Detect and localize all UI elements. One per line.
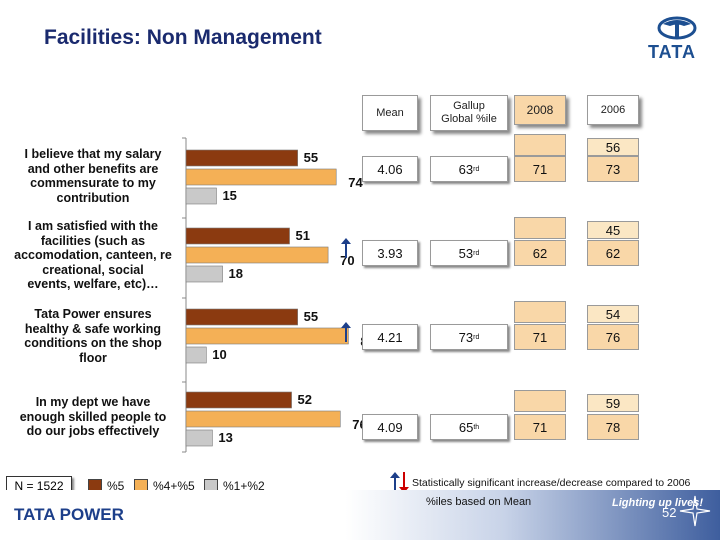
header-2008: 2008	[514, 95, 566, 125]
bar-pct5	[185, 308, 298, 326]
question-line: conditions on the shop	[24, 336, 162, 350]
question-line: floor	[79, 350, 107, 365]
y2008-cell: 71	[514, 414, 566, 440]
question-line: accomodation, canteen, re	[14, 248, 172, 262]
bar-pct12	[185, 187, 217, 205]
y2006-pct5-cell: 54	[587, 305, 639, 323]
mean-cell: 4.06	[362, 156, 418, 182]
percentile-suffix: rd	[473, 249, 480, 257]
bar-value-label: 55	[303, 150, 319, 165]
header-2006: 2006	[587, 95, 639, 125]
y2006-cell: 73	[587, 156, 639, 182]
percentile-suffix: rd	[473, 333, 480, 341]
bar-value-label: 18	[228, 266, 243, 281]
tata-power-logo: TATA POWER	[14, 505, 124, 524]
y2008-shade	[514, 134, 566, 156]
question-line: I believe that my salary	[24, 147, 162, 161]
legend-label-pct12: %1+%2	[223, 479, 265, 493]
stat-significance-note: Statistically significant increase/decre…	[412, 477, 691, 489]
bar-pct12	[185, 429, 213, 447]
y2006-cell: 76	[587, 324, 639, 350]
iles-note: %iles based on Mean	[426, 496, 532, 508]
mean-cell: 4.21	[362, 324, 418, 350]
bar-value-label: 10	[212, 347, 227, 362]
question-line: do our jobs effectively	[26, 424, 160, 438]
bar-pct12	[185, 265, 223, 283]
question-line: events, welfare, etc)…	[27, 277, 159, 291]
bar-pct5	[185, 149, 298, 167]
bar-pct45	[185, 410, 341, 428]
y2008-shade	[514, 217, 566, 239]
question-line: In my dept we have	[35, 395, 151, 409]
question-label: In my dept we have enough skilled people …	[8, 395, 178, 439]
y2006-pct5-cell: 59	[587, 394, 639, 412]
question-label: Tata Power ensures healthy & safe working…	[8, 307, 178, 365]
legend-label-pct45: %4+%5	[153, 479, 195, 493]
updown-arrows-icon	[390, 472, 409, 493]
bar-pct5	[185, 227, 290, 245]
bar-pct12	[185, 346, 207, 364]
bar-value-label: 13	[218, 430, 233, 445]
question-line: enough skilled people to	[19, 409, 167, 424]
y2008-cell: 71	[514, 156, 566, 182]
question-label: I believe that my salary and other benefi…	[8, 147, 178, 205]
up-arrow-icon	[341, 238, 351, 258]
page-number: 52	[662, 505, 677, 520]
bar-value-label: 51	[295, 228, 310, 243]
bar-pct5	[185, 391, 292, 409]
question-line: contribution	[56, 190, 130, 205]
tagline: Lighting up lives!	[612, 497, 704, 509]
footer-band	[0, 490, 720, 540]
percentile-suffix: rd	[473, 165, 480, 173]
y2008-cell: 62	[514, 240, 566, 266]
bar-value-label: 52	[297, 392, 313, 407]
y2006-cell: 62	[587, 240, 639, 266]
y2006-pct5-cell: 45	[587, 221, 639, 239]
mean-cell: 3.93	[362, 240, 418, 266]
percentile-number: 73	[458, 329, 474, 345]
sparkle-icon	[679, 495, 711, 527]
bar-value-label: 74	[348, 175, 363, 190]
question-line: and other benefits are	[27, 161, 159, 176]
y2006-cell: 78	[587, 414, 639, 440]
bar-value-label: 15	[222, 188, 237, 203]
legend-label-pct5: %5	[107, 479, 125, 493]
question-line: Tata Power ensures	[34, 307, 152, 321]
bar-pct45	[185, 168, 337, 186]
bar-pct45	[185, 327, 349, 345]
question-line: commensurate to my	[30, 176, 156, 190]
y2008-shade	[514, 390, 566, 412]
question-line: facilities (such as	[40, 233, 146, 248]
bar-pct45	[185, 246, 329, 264]
header-gallup: Gallup Global %ile	[430, 95, 508, 131]
mean-cell: 4.09	[362, 414, 418, 440]
percentile-number: 65	[458, 419, 474, 435]
up-arrow-icon	[341, 322, 351, 342]
question-line: healthy & safe working	[24, 321, 162, 336]
question-line: I am satisfied with the	[28, 219, 158, 233]
tata-logo-text: TATA	[648, 42, 696, 62]
header-gallup-line1: Gallup	[453, 100, 485, 112]
percentile-number: 63	[458, 161, 474, 177]
y2008-shade	[514, 301, 566, 323]
y2006-pct5-cell: 56	[587, 138, 639, 156]
percentile-number: 53	[458, 245, 474, 261]
tata-logo-icon	[657, 16, 697, 40]
bar-value-label: 55	[303, 309, 319, 324]
question-line: creational, social	[42, 262, 144, 277]
page-title: Facilities: Non Management	[44, 26, 322, 49]
percentile-suffix: th	[473, 423, 480, 431]
y2008-cell: 71	[514, 324, 566, 350]
header-mean: Mean	[362, 95, 418, 131]
question-label: I am satisfied with the facilities (such …	[8, 219, 178, 292]
header-gallup-line2: Global %ile	[441, 113, 497, 125]
bar-value-label: 70	[340, 253, 355, 268]
